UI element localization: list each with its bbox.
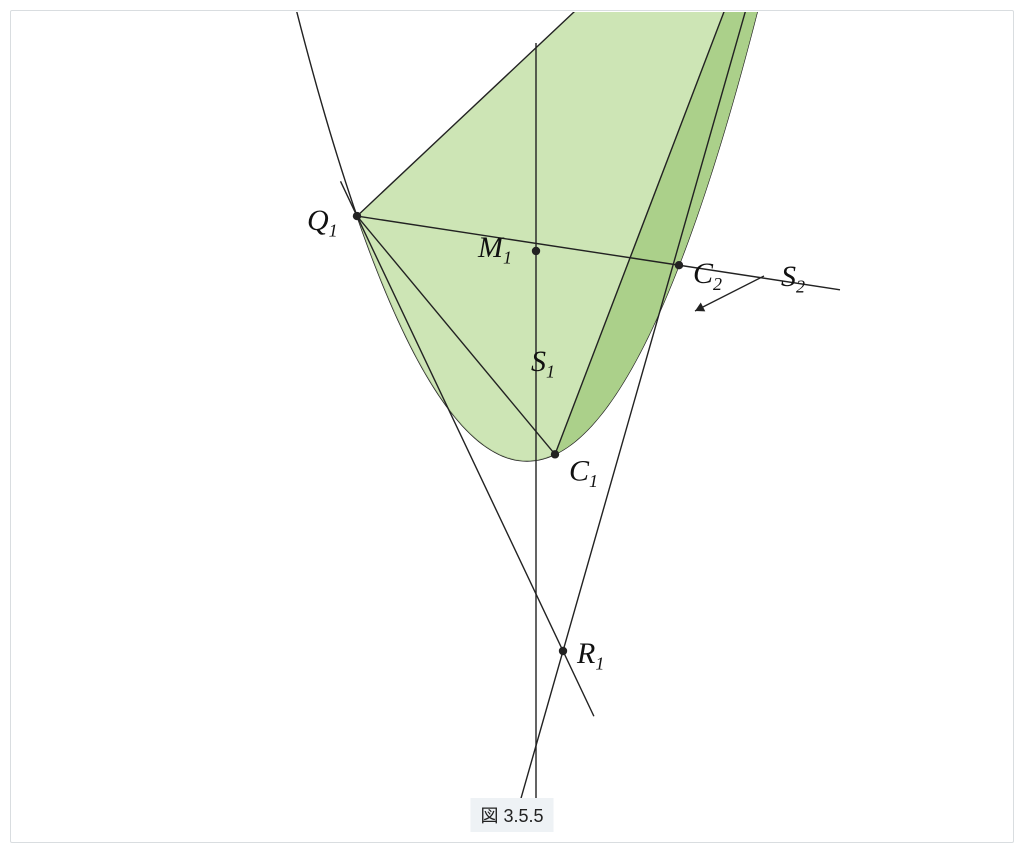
figure-frame: P1Q1M1C1C2R1S1S2 図 3.5.5 bbox=[10, 10, 1014, 843]
figure-caption: 図 3.5.5 bbox=[470, 798, 553, 832]
label-C2: C2 bbox=[693, 257, 722, 294]
label-Q1: Q1 bbox=[307, 204, 338, 241]
diagram-svg: P1Q1M1C1C2R1S1S2 bbox=[11, 11, 1015, 844]
label-R1: R1 bbox=[576, 637, 604, 674]
label-S2_lbl: S2 bbox=[781, 260, 805, 297]
label-C1: C1 bbox=[569, 454, 598, 491]
